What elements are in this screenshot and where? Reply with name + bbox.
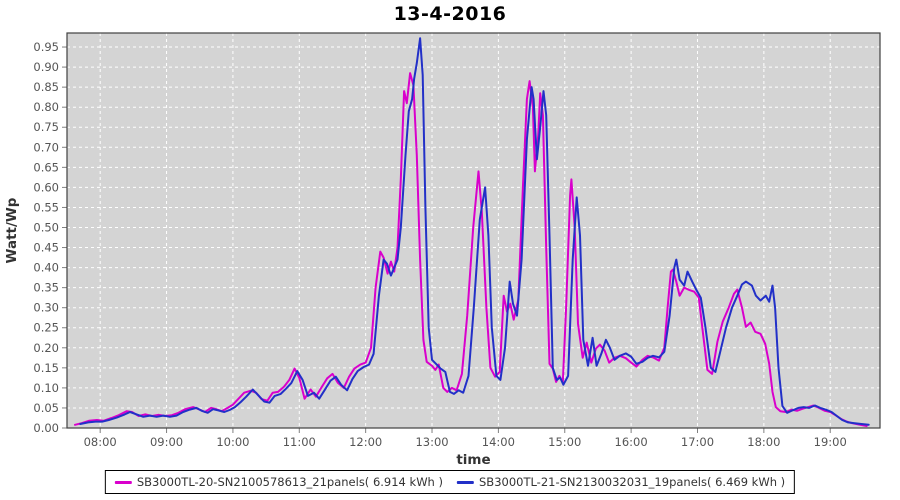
y-tick-label: 0.15 xyxy=(33,361,59,375)
plot-border xyxy=(66,32,881,429)
series-1-line-swatch xyxy=(457,480,474,484)
y-tick-label: 0.10 xyxy=(33,381,59,395)
y-tick-label: 0.45 xyxy=(33,241,59,255)
x-tick-label: 17:00 xyxy=(681,435,714,449)
y-tick-label: 0.50 xyxy=(33,220,59,234)
y-axis-title: Watt/Wp xyxy=(4,197,20,263)
chart-title: 13-4-2016 xyxy=(393,3,507,25)
x-tick-label: 13:00 xyxy=(415,435,448,449)
y-tick-label: 0.00 xyxy=(33,421,59,435)
legend-item: SB3000TL-21-SN2130032031_19panels( 6.469… xyxy=(457,475,785,489)
y-tick-label: 0.85 xyxy=(33,80,59,94)
chart-legend: SB3000TL-20-SN2100578613_21panels( 6.914… xyxy=(104,470,796,494)
y-tick-label: 0.20 xyxy=(33,341,59,355)
y-tick-label: 0.30 xyxy=(33,301,59,315)
x-tick-label: 18:00 xyxy=(747,435,780,449)
chart-canvas: 0.00 0.05 0.10 0.15 0.20 0.25 0.30 0.35 0.40 0.45… xyxy=(4,32,881,468)
x-tick-label: 10:00 xyxy=(216,435,249,449)
legend-label: SB3000TL-20-SN2100578613_21panels( 6.914… xyxy=(136,475,443,489)
x-tick-label: 19:00 xyxy=(814,435,847,449)
y-tick-label: 0.55 xyxy=(33,200,59,214)
x-tick-label: 14:00 xyxy=(482,435,515,449)
y-tick-label: 0.75 xyxy=(33,120,59,134)
y-tick-label: 0.95 xyxy=(33,40,59,54)
legend-label: SB3000TL-21-SN2130032031_19panels( 6.469… xyxy=(479,475,786,489)
y-tick-label: 0.40 xyxy=(33,261,59,275)
x-tick-label: 12:00 xyxy=(349,435,382,449)
series-0-line-swatch xyxy=(114,480,132,484)
y-tick-label: 0.70 xyxy=(33,140,59,154)
series-line-0 xyxy=(74,72,868,427)
series-line-1 xyxy=(79,37,870,426)
legend-item: SB3000TL-20-SN2100578613_21panels( 6.914… xyxy=(114,475,443,489)
x-tick-label: 16:00 xyxy=(615,435,648,449)
y-tick-label: 0.05 xyxy=(33,401,59,415)
y-tick-label: 0.60 xyxy=(33,180,59,194)
y-tick-label: 0.90 xyxy=(33,60,59,74)
x-tick-label: 11:00 xyxy=(283,435,316,449)
y-tick-label: 0.35 xyxy=(33,281,59,295)
x-tick-label: 08:00 xyxy=(84,435,117,449)
y-tick-label: 0.80 xyxy=(33,100,59,114)
y-tick-label: 0.65 xyxy=(33,160,59,174)
x-axis-title: time xyxy=(456,452,490,468)
x-tick-label: 09:00 xyxy=(150,435,183,449)
x-tick-label: 15:00 xyxy=(548,435,581,449)
y-tick-label: 0.25 xyxy=(33,321,59,335)
